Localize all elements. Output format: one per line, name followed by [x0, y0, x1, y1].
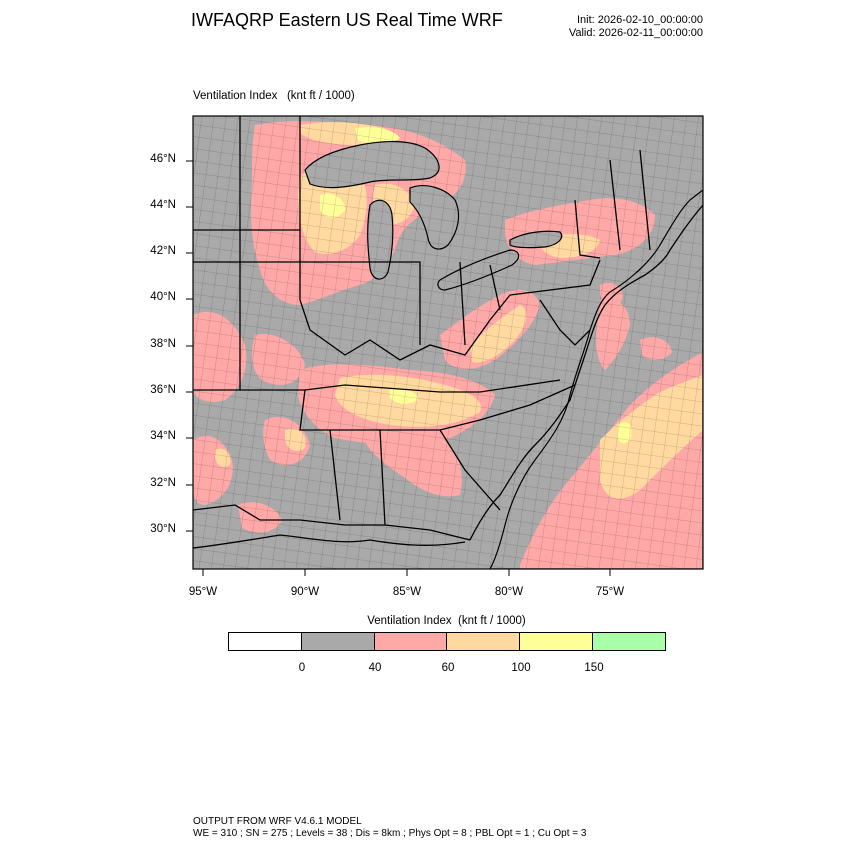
colorbar-swatch — [229, 633, 302, 650]
lat-label-32n: 32°N — [150, 477, 176, 489]
colorbar-tick: 40 — [368, 662, 382, 674]
lon-label-95w: 95°W — [188, 586, 218, 598]
lat-label-42n: 42°N — [150, 245, 176, 257]
county-lines — [193, 116, 703, 569]
lat-label-46n: 46°N — [150, 153, 176, 165]
field-label: Ventilation Index (knt ft / 1000) — [193, 90, 355, 102]
lat-label-30n: 30°N — [150, 523, 176, 535]
lon-label-80w: 80°W — [494, 586, 524, 598]
axis-ticks — [186, 160, 611, 576]
colorbar-tick: 100 — [511, 662, 531, 674]
colorbar — [228, 632, 666, 651]
map-frame — [192, 115, 704, 570]
lon-label-85w: 85°W — [392, 586, 422, 598]
colorbar-tick: 60 — [441, 662, 455, 674]
colorbar-swatch — [593, 633, 665, 650]
colorbar-tick: 0 — [298, 662, 306, 674]
valid-time: Valid: 2026-02-11_00:00:00 — [568, 27, 703, 39]
gulf-coastline — [193, 534, 466, 549]
lon-label-75w: 75°W — [595, 586, 625, 598]
colorbar-swatch — [374, 633, 448, 650]
colorbar-swatch — [520, 633, 594, 650]
atlantic-coastline — [469, 204, 703, 541]
colorbar-title: Ventilation Index (knt ft / 1000) — [367, 615, 526, 627]
chart-title: IWFAQRP Eastern US Real Time WRF — [191, 10, 503, 30]
colorbar-tick: 150 — [584, 662, 604, 674]
model-info-line1: OUTPUT FROM WRF V4.6.1 MODEL — [193, 816, 362, 827]
lon-label-90w: 90°W — [290, 586, 320, 598]
lat-label-38n: 38°N — [150, 338, 176, 350]
model-info-line2: WE = 310 ; SN = 275 ; Levels = 38 ; Dis … — [193, 827, 587, 839]
state-boundaries — [193, 116, 651, 541]
colorbar-swatch — [447, 633, 521, 650]
model-info: OUTPUT FROM WRF V4.6.1 MODEL WE = 310 ; … — [193, 816, 586, 839]
lat-label-34n: 34°N — [150, 430, 176, 442]
lat-label-40n: 40°N — [150, 291, 176, 303]
lat-label-44n: 44°N — [150, 199, 176, 211]
init-time: Init: 2026-02-10_00:00:00 — [577, 14, 703, 26]
lat-label-36n: 36°N — [150, 384, 176, 396]
colorbar-swatch — [301, 633, 375, 650]
